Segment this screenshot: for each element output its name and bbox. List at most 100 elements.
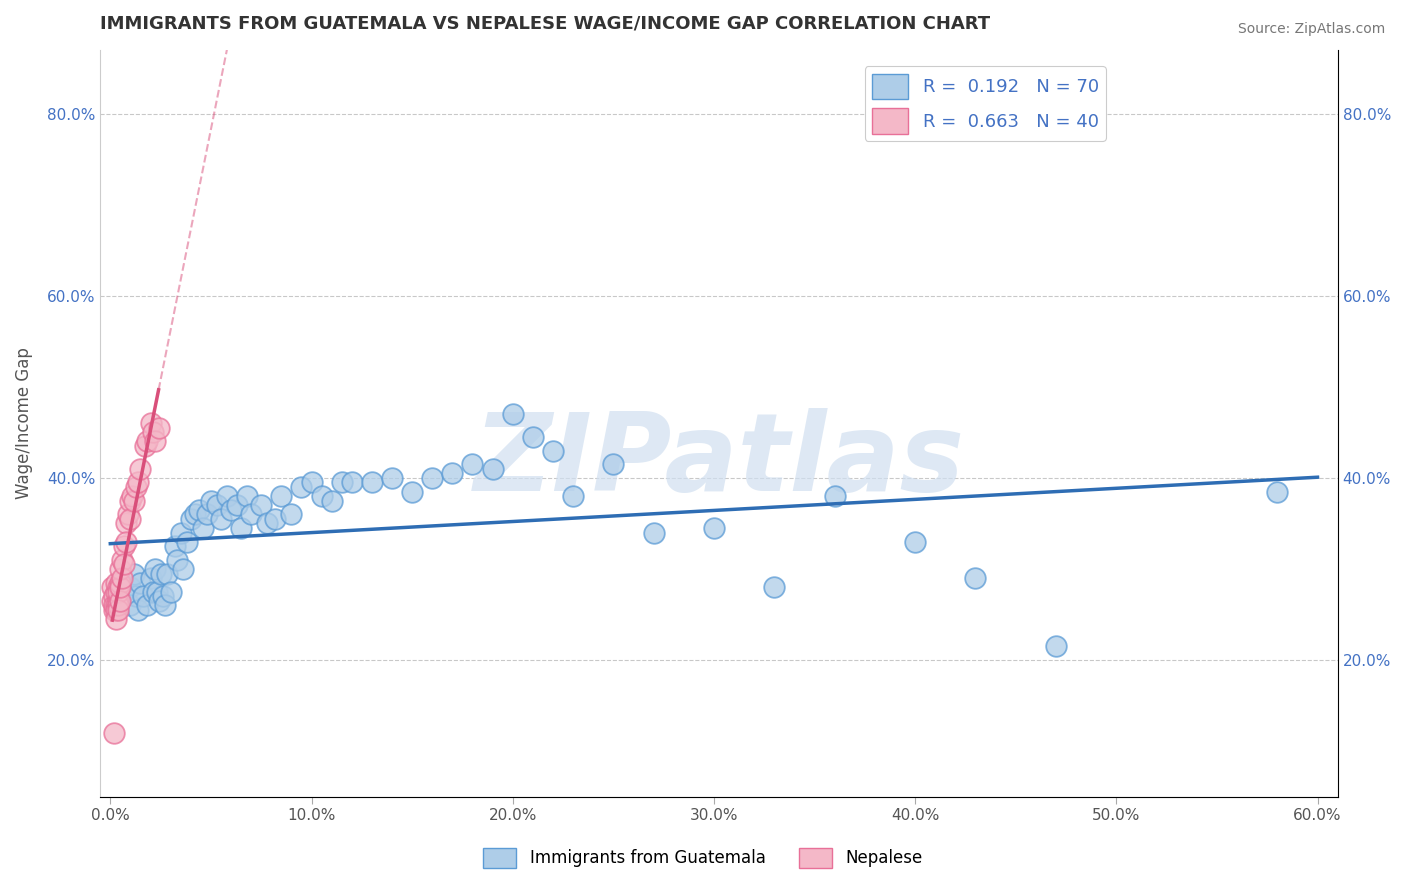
Point	[105, 603, 128, 617]
Point	[643, 525, 665, 540]
Point	[763, 580, 786, 594]
Point	[110, 562, 132, 576]
Point	[256, 516, 278, 531]
Point	[135, 434, 157, 449]
Point	[229, 521, 252, 535]
Point	[159, 584, 181, 599]
Point	[461, 457, 484, 471]
Point	[270, 489, 292, 503]
Point	[149, 566, 172, 581]
Point	[143, 434, 166, 449]
Point	[236, 489, 259, 503]
Point	[148, 594, 170, 608]
Point	[129, 462, 152, 476]
Point	[441, 467, 464, 481]
Text: ZIPatlas: ZIPatlas	[474, 408, 965, 514]
Point	[153, 599, 176, 613]
Point	[145, 584, 167, 599]
Point	[330, 475, 353, 490]
Point	[107, 599, 129, 613]
Point	[127, 475, 149, 490]
Point	[107, 580, 129, 594]
Point	[107, 584, 129, 599]
Text: IMMIGRANTS FROM GUATEMALA VS NEPALESE WAGE/INCOME GAP CORRELATION CHART: IMMIGRANTS FROM GUATEMALA VS NEPALESE WA…	[100, 15, 990, 33]
Point	[110, 575, 132, 590]
Point	[152, 590, 174, 604]
Point	[602, 457, 624, 471]
Point	[904, 534, 927, 549]
Point	[124, 566, 146, 581]
Point	[703, 521, 725, 535]
Point	[112, 558, 135, 572]
Point	[120, 493, 142, 508]
Point	[105, 575, 128, 590]
Point	[381, 471, 404, 485]
Point	[360, 475, 382, 490]
Point	[107, 603, 129, 617]
Point	[107, 594, 129, 608]
Point	[502, 407, 524, 421]
Legend: Immigrants from Guatemala, Nepalese: Immigrants from Guatemala, Nepalese	[477, 841, 929, 875]
Point	[120, 512, 142, 526]
Point	[120, 580, 142, 594]
Point	[139, 571, 162, 585]
Point	[1265, 484, 1288, 499]
Point	[101, 594, 124, 608]
Point	[120, 599, 142, 613]
Point	[111, 553, 134, 567]
Point	[562, 489, 585, 503]
Y-axis label: Wage/Income Gap: Wage/Income Gap	[15, 347, 32, 500]
Point	[541, 443, 564, 458]
Point	[965, 571, 987, 585]
Point	[187, 503, 209, 517]
Point	[195, 508, 218, 522]
Point	[143, 562, 166, 576]
Point	[105, 612, 128, 626]
Legend: R =  0.192   N = 70, R =  0.663   N = 40: R = 0.192 N = 70, R = 0.663 N = 40	[865, 66, 1107, 141]
Point	[401, 484, 423, 499]
Point	[105, 584, 128, 599]
Point	[105, 599, 128, 613]
Point	[170, 525, 193, 540]
Point	[103, 603, 125, 617]
Point	[112, 584, 135, 599]
Point	[1045, 640, 1067, 654]
Point	[125, 480, 148, 494]
Point	[110, 594, 132, 608]
Point	[115, 534, 138, 549]
Point	[103, 599, 125, 613]
Point	[112, 539, 135, 553]
Point	[124, 493, 146, 508]
Point	[522, 430, 544, 444]
Point	[824, 489, 846, 503]
Point	[103, 590, 125, 604]
Point	[110, 580, 132, 594]
Point	[110, 575, 132, 590]
Point	[280, 508, 302, 522]
Point	[111, 571, 134, 585]
Point	[209, 512, 232, 526]
Point	[240, 508, 263, 522]
Point	[156, 566, 179, 581]
Point	[301, 475, 323, 490]
Point	[134, 439, 156, 453]
Point	[311, 489, 333, 503]
Point	[172, 562, 194, 576]
Point	[321, 493, 343, 508]
Point	[180, 512, 202, 526]
Point	[121, 489, 143, 503]
Point	[184, 508, 207, 522]
Point	[219, 503, 242, 517]
Point	[125, 590, 148, 604]
Point	[142, 584, 165, 599]
Point	[127, 603, 149, 617]
Point	[176, 534, 198, 549]
Point	[205, 498, 228, 512]
Point	[163, 539, 186, 553]
Point	[250, 498, 273, 512]
Point	[131, 590, 153, 604]
Point	[264, 512, 287, 526]
Point	[101, 580, 124, 594]
Point	[142, 425, 165, 440]
Point	[103, 726, 125, 740]
